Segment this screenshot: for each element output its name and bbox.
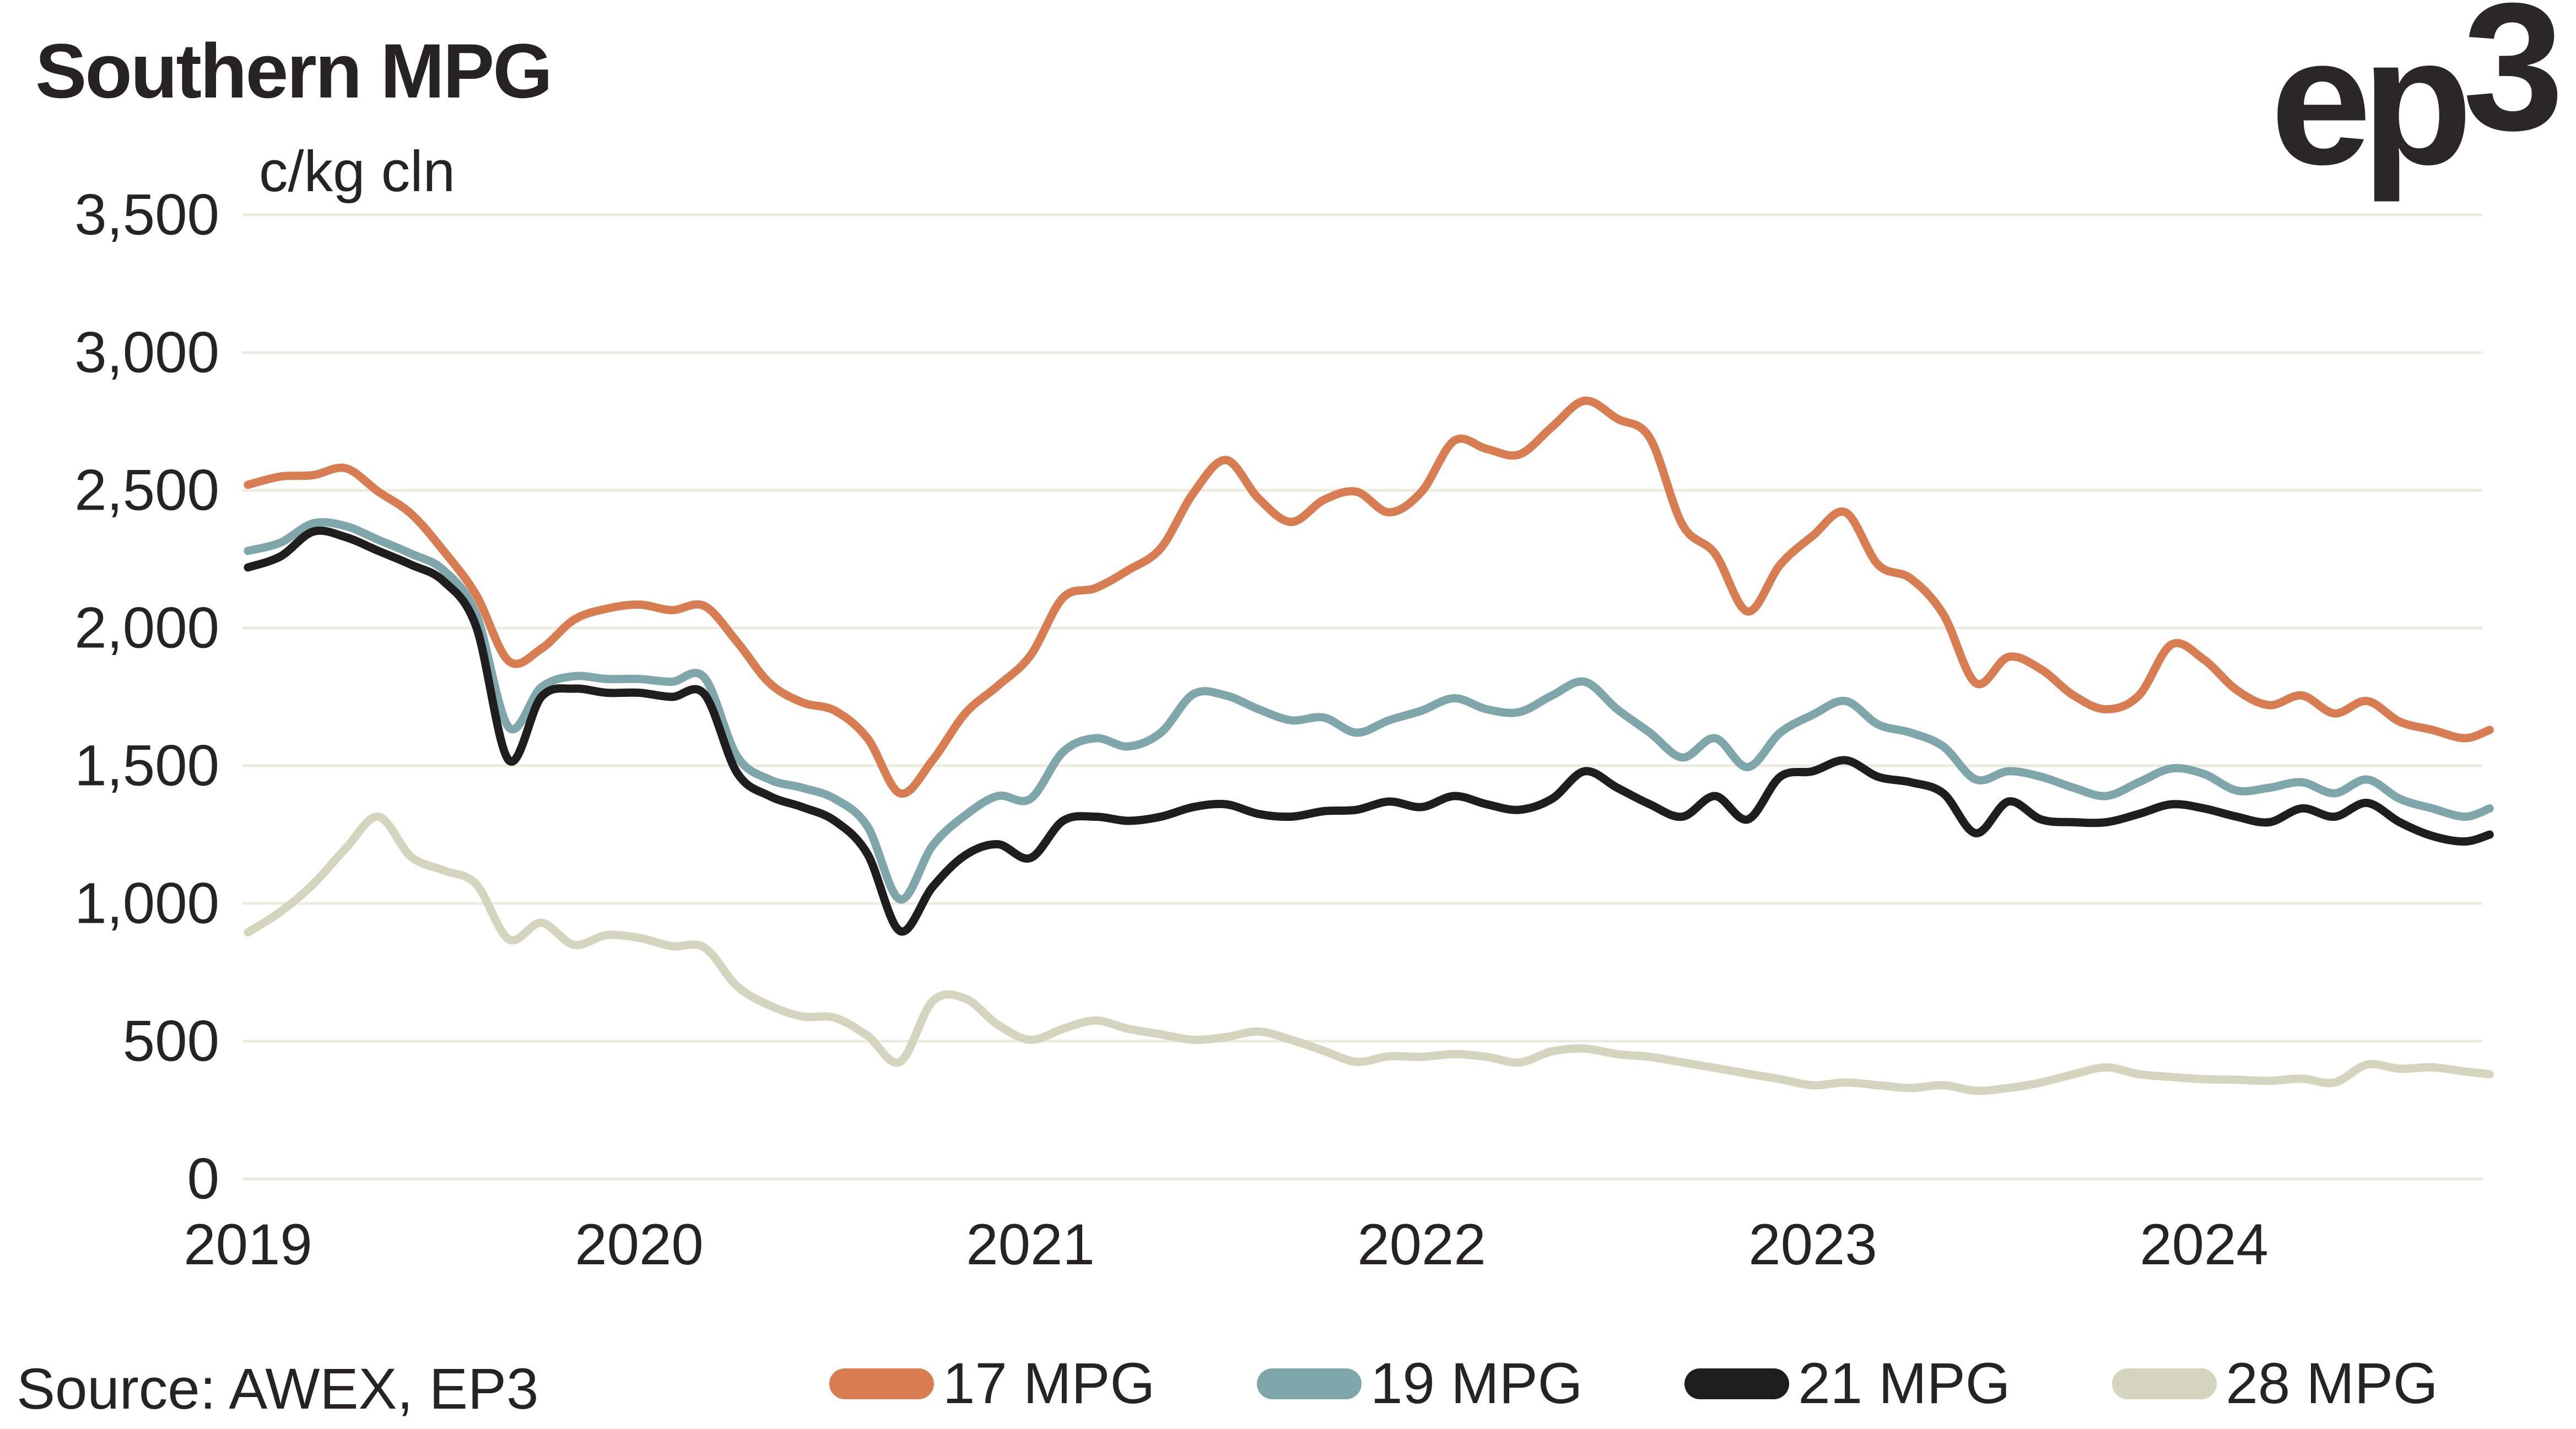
x-axis-tick-label: 2022: [1357, 1213, 1486, 1277]
x-axis-tick-label: 2024: [2140, 1213, 2269, 1277]
y-axis-tick-label: 1,500: [74, 734, 219, 798]
y-axis-tick-label: 1,000: [74, 872, 219, 936]
source-note: Source: AWEX, EP3: [17, 1357, 539, 1421]
legend-item-19-mpg: 19 MPG: [1257, 1351, 1583, 1417]
x-axis-tick-label: 2020: [575, 1213, 704, 1277]
y-axis-tick-label: 3,000: [74, 321, 219, 385]
legend-swatch-icon: [2112, 1368, 2217, 1399]
x-axis-tick-label: 2023: [1748, 1213, 1877, 1277]
y-axis-tick-label: 3,500: [74, 183, 219, 247]
legend-item-label: 17 MPG: [943, 1351, 1155, 1416]
legend-item-label: 21 MPG: [1798, 1351, 2011, 1416]
y-axis-tick-label: 2,500: [74, 458, 219, 523]
y-axis-tick-label: 2,000: [74, 596, 219, 661]
x-axis-tick-label: 2021: [966, 1213, 1095, 1277]
legend-item-label: 28 MPG: [2226, 1351, 2438, 1416]
series-line-17-mpg: [244, 396, 2494, 798]
legend-swatch-icon: [1257, 1368, 1362, 1399]
legend-item-label: 19 MPG: [1370, 1351, 1583, 1416]
legend-item-21-mpg: 21 MPG: [1684, 1351, 2010, 1417]
series-line-28-mpg: [244, 813, 2494, 1095]
legend: 17 MPG 19 MPG 21 MPG 28 MPG: [829, 1351, 2438, 1417]
x-axis-tick-label: 2019: [183, 1213, 312, 1277]
series-line-21-mpg: [244, 526, 2494, 936]
logo-text-3: 3: [2462, 0, 2563, 168]
legend-item-28-mpg: 28 MPG: [2112, 1351, 2438, 1417]
y-axis-tick-label: 500: [123, 1009, 219, 1074]
series-line-19-mpg: [244, 518, 2494, 904]
y-axis-units-label: c/kg cln: [259, 139, 455, 204]
legend-swatch-icon: [1684, 1368, 1790, 1399]
logo-text-ep: ep: [2270, 0, 2472, 202]
legend-item-17-mpg: 17 MPG: [829, 1351, 1155, 1417]
legend-swatch-icon: [829, 1368, 934, 1399]
y-axis-tick-label: 0: [187, 1147, 219, 1211]
chart-title: Southern MPG: [35, 28, 553, 114]
ep3-logo: ep3: [2270, 0, 2564, 192]
